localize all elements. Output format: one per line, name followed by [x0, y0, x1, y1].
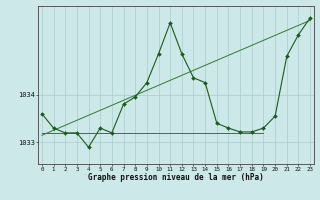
X-axis label: Graphe pression niveau de la mer (hPa): Graphe pression niveau de la mer (hPa): [88, 173, 264, 182]
